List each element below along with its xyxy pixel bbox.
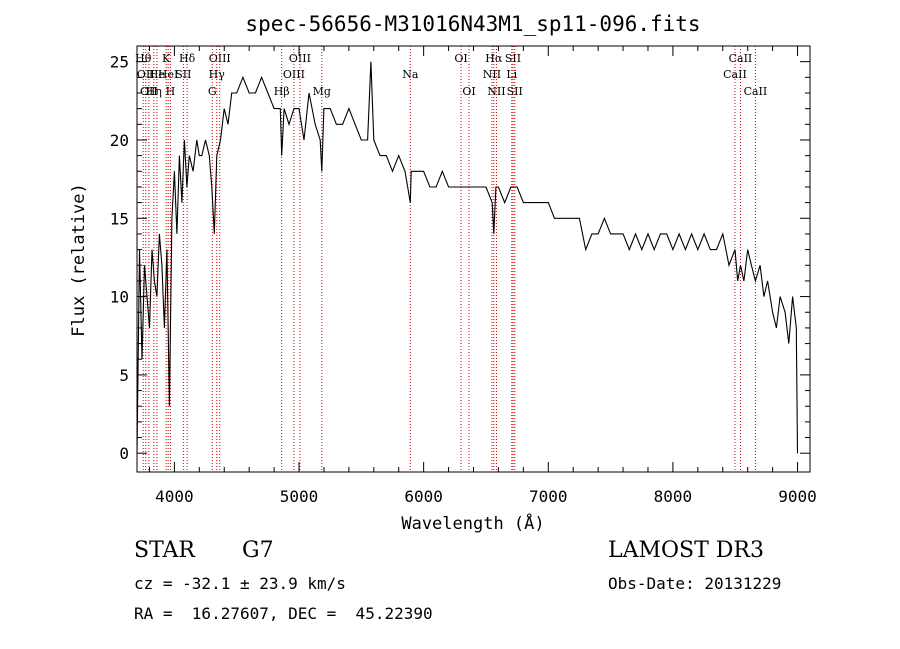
flux-series [136, 61, 799, 454]
plot-frame [136, 45, 811, 473]
x-tick-label-3: 7000 [529, 487, 568, 506]
y-tick-label-2: 10 [110, 288, 129, 307]
x-tick-label-5: 9000 [778, 487, 817, 506]
y-tick-label-3: 15 [110, 209, 129, 228]
line-marker-label-3: Hη [146, 85, 162, 98]
x-axis-label: Wavelength (Å) [401, 512, 544, 534]
line-marker-label-6: HeI [158, 68, 178, 81]
line-marker-label-12: OIII [209, 52, 231, 65]
line-marker-label-8: SII [175, 68, 191, 81]
line-marker-label-17: Na [402, 68, 419, 81]
line-marker-label-5: K [162, 52, 171, 65]
y-tick-label-1: 5 [119, 366, 129, 385]
y-axis-label: Flux (relative) [69, 183, 89, 337]
survey-name: LAMOST DR3 [608, 538, 764, 563]
line-marker-label-21: Hα [485, 52, 503, 65]
line-marker-label-25: SII [507, 85, 523, 98]
x-tick-label-2: 6000 [404, 487, 443, 506]
observation-date: Obs-Date: 20131229 [608, 574, 782, 593]
line-marker-label-23: Li [506, 68, 517, 81]
coordinates: RA = 16.27607, DEC = 45.22390 [134, 604, 433, 623]
line-marker-label-28: CaII [744, 85, 768, 98]
line-marker-label-20: NII [483, 68, 501, 81]
flux-line [136, 61, 799, 454]
x-axis-ticks: 4000 5000 6000 7000 8000 9000 [148, 46, 817, 506]
line-marker-label-14: OIII [283, 68, 305, 81]
line-marker-label-0: Hθ [135, 52, 152, 65]
line-marker-label-27: CaII [729, 52, 753, 65]
line-marker-label-22: NII [487, 85, 505, 98]
redshift-velocity: cz = -32.1 ± 23.9 km/s [134, 574, 346, 593]
emission-line-labels: HθOIIOIIHηHeKHeIHSIIHδGHγOIIIHβOIIIOIIIM… [135, 52, 767, 98]
line-marker-label-9: Hδ [179, 52, 196, 65]
line-marker-label-2: OII [140, 85, 158, 98]
line-marker-label-18: OI [454, 52, 467, 65]
line-marker-label-24: SII [505, 52, 521, 65]
y-axis-ticks: 0 5 10 15 20 25 [110, 53, 810, 463]
emission-line-markers [142, 46, 756, 472]
x-tick-label-0: 4000 [155, 487, 194, 506]
line-marker-label-19: OI [462, 85, 475, 98]
line-marker-label-16: Mg [313, 85, 331, 98]
line-marker-label-7: H [166, 85, 176, 98]
y-tick-label-0: 0 [119, 444, 129, 463]
object-subclass: G7 [242, 538, 274, 563]
line-marker-label-26: CaII [723, 68, 747, 81]
line-marker-label-11: Hγ [209, 68, 226, 81]
line-marker-label-15: OIII [289, 52, 311, 65]
y-tick-label-5: 25 [110, 53, 129, 72]
chart-title: spec-56656-M31016N43M1_sp11-096.fits [245, 12, 700, 36]
y-tick-label-4: 20 [110, 131, 129, 150]
line-marker-label-4: He [149, 68, 165, 81]
x-tick-label-1: 5000 [280, 487, 319, 506]
object-class: STAR [134, 538, 195, 563]
x-tick-label-4: 8000 [654, 487, 693, 506]
line-marker-label-10: G [208, 85, 217, 98]
line-marker-label-13: Hβ [274, 85, 290, 98]
